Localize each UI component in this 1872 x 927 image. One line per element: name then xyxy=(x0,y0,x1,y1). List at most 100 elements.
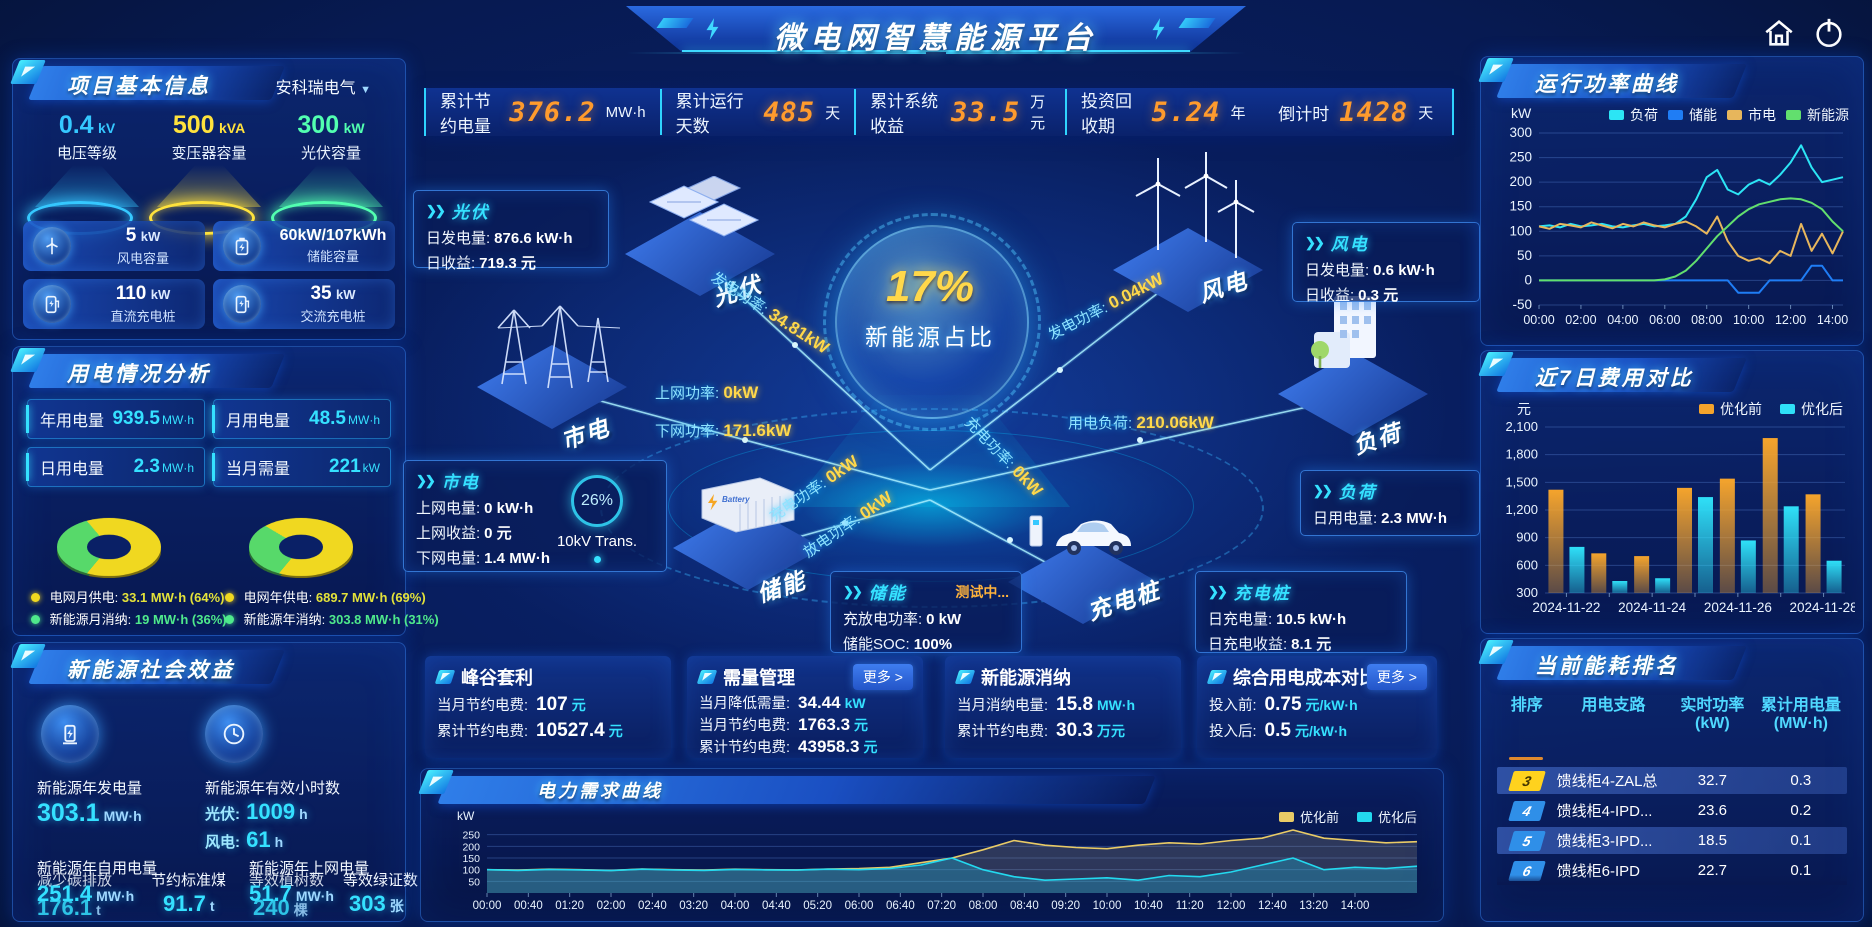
legend-dot xyxy=(31,615,40,624)
benefit-label: 等效绿证数 xyxy=(343,872,419,889)
flow-grid-up: 上网功率: 0kW xyxy=(655,383,759,402)
panel-title: 用电情况分析 xyxy=(67,363,211,386)
legend-item[interactable]: 储能 xyxy=(1668,105,1717,125)
home-button[interactable] xyxy=(1762,16,1796,50)
stat-day-usage: 日用电量 2.3 MW·h xyxy=(26,447,205,487)
status-badge: 测试中... xyxy=(955,583,1009,600)
chevron-right-icon: ❯❯ xyxy=(416,472,436,488)
chart-legend: 负荷 储能 市电 新能源 xyxy=(1609,105,1849,125)
kpi-saved-energy: 累计节约电量 376.2 MW·h xyxy=(426,89,662,136)
chevron-right-icon: ❯❯ xyxy=(426,202,446,218)
svg-text:1,200: 1,200 xyxy=(1505,502,1538,517)
node-load-platform xyxy=(1278,352,1428,436)
home-icon xyxy=(1765,20,1793,46)
svg-text:04:00: 04:00 xyxy=(1607,313,1638,327)
chevron-right-icon: ❯❯ xyxy=(1208,583,1228,599)
legend-ne-year[interactable]: 新能源年消纳: 303.8 MW·h (31%) xyxy=(225,609,439,628)
svg-text:Battery: Battery xyxy=(722,495,750,504)
new-energy-percent: 17% xyxy=(885,262,975,311)
legend-grid-month[interactable]: 电网月供电: 33.1 MW·h (64%) xyxy=(31,587,224,606)
svg-text:09:20: 09:20 xyxy=(1051,900,1080,912)
legend-item[interactable]: 优化前 xyxy=(1278,807,1339,826)
power-pylon-art xyxy=(497,305,621,389)
capacity-dc-charger: 110 kW 直流充电桩 xyxy=(23,279,205,329)
company-select[interactable]: 安科瑞电气 ▼ xyxy=(275,80,371,97)
new-energy-percent-label: 新能源占比 xyxy=(865,324,995,350)
table-row[interactable]: 5 馈线柜3-IPD... 18.5 0.1 xyxy=(1497,827,1847,854)
panel-run-power: ◤ 运行功率曲线 kW 负荷 储能 市电 新能源 300 250 200 150 100… xyxy=(1478,56,1864,346)
more-button[interactable]: 更多 > xyxy=(852,664,913,690)
svg-text:2024-11-28: 2024-11-28 xyxy=(1790,600,1855,615)
svg-text:14:00: 14:00 xyxy=(1341,900,1370,912)
panel-title: 新能源社会效益 xyxy=(67,659,235,682)
corner-icon: ◤ xyxy=(696,670,718,684)
svg-text:100: 100 xyxy=(1509,223,1532,238)
svg-text:250: 250 xyxy=(462,830,480,842)
panel-header: ◤ 电力需求曲线 xyxy=(418,770,1437,806)
svg-text:-50: -50 xyxy=(1512,297,1532,312)
svg-text:06:00: 06:00 xyxy=(845,900,874,912)
legend-item[interactable]: 新能源 xyxy=(1786,105,1849,125)
svg-text:2024-11-22: 2024-11-22 xyxy=(1532,600,1600,615)
run-power-chart: 300 250 200 150 100 50 0 -50 00:00 02:00 04:00 06:0… xyxy=(1489,125,1855,335)
clock-icon xyxy=(205,705,263,763)
benefit-value: 251.4 MW·h xyxy=(37,881,135,906)
svg-text:50: 50 xyxy=(1517,248,1532,263)
svg-text:1,500: 1,500 xyxy=(1505,474,1538,489)
svg-text:150: 150 xyxy=(1509,199,1532,214)
svg-text:08:00: 08:00 xyxy=(969,900,998,912)
legend-item[interactable]: 市电 xyxy=(1727,105,1776,125)
svg-text:150: 150 xyxy=(462,853,480,865)
benefit-label: 减少碳排放 xyxy=(37,872,113,889)
generation-icon xyxy=(41,705,99,763)
demand-chart: 250 200 150 100 50 00:00 00:40 01:20 02:00 02:40 0… xyxy=(429,819,1433,915)
legend-grid-year[interactable]: 电网年供电: 689.7 MW·h (69%) xyxy=(225,587,426,606)
panel-title: 当前能耗排名 xyxy=(1535,655,1679,678)
legend-ne-month[interactable]: 新能源月消纳: 19 MW·h (36%) xyxy=(31,609,227,628)
gauge-voltage: 0.4 kV 电压等级 xyxy=(27,111,147,235)
legend-item[interactable]: 优化前 xyxy=(1699,399,1762,419)
panel-demand-curve: ◤ 电力需求曲线 kW 优化前 优化后 250 200 150 100 50 00:00 0… xyxy=(418,768,1444,922)
corner-icon: ◤ xyxy=(954,670,976,684)
gauge-pv-capacity: 300 kW 光伏容量 xyxy=(271,111,391,235)
battery-container-art: Battery xyxy=(701,477,795,533)
legend-item[interactable]: 优化后 xyxy=(1356,807,1417,826)
chevron-right-icon: ❯❯ xyxy=(1313,482,1333,498)
legend-item[interactable]: 优化后 xyxy=(1780,399,1843,419)
svg-text:0: 0 xyxy=(1524,272,1532,287)
panel-header: ◤ 当前能耗排名 xyxy=(1478,640,1857,684)
kpi-total-income: 累计系统收益 33.5 万元 xyxy=(856,89,1068,136)
svg-text:300: 300 xyxy=(1516,585,1538,600)
gauge-transformer: 500 kVA 变压器容量 xyxy=(149,111,269,235)
svg-text:02:40: 02:40 xyxy=(638,900,667,912)
panel-header: ◤ 新能源社会效益 xyxy=(10,644,399,688)
benefit-label: 新能源年有效小时数 xyxy=(205,780,341,797)
panel-title: 近7日费用对比 xyxy=(1535,367,1694,390)
benefit-pv-hours: 光伏: 1009 h xyxy=(205,799,308,824)
kpi-countdown: 倒计时 1428 天 xyxy=(1260,89,1454,135)
kpi-payback: 投资回收期 5.24 年 xyxy=(1081,92,1246,136)
transformer-widget: 26% 10kV Trans. xyxy=(542,475,652,563)
flow-grid-down: 下网功率: 171.6kW xyxy=(655,421,792,440)
corner-icon: ◤ xyxy=(1206,670,1228,684)
more-button[interactable]: 更多 > xyxy=(1366,664,1427,690)
legend-dot xyxy=(225,615,234,624)
benefit-value: 240 棵 xyxy=(253,895,308,920)
panel-header: ◤ 运行功率曲线 xyxy=(1478,58,1857,102)
panel-social-benefit: ◤ 新能源社会效益 新能源年发电量 303.1 MW·h 新能源年有效小时数 光伏… xyxy=(10,642,418,922)
table-row[interactable]: 3 馈线柜4-ZAL总 32.7 0.3 xyxy=(1497,767,1847,794)
power-button[interactable] xyxy=(1812,16,1846,50)
table-row[interactable]: 4 馈线柜4-IPD... 23.6 0.2 xyxy=(1497,797,1847,824)
svg-text:1,800: 1,800 xyxy=(1505,447,1538,462)
legend-item[interactable]: 负荷 xyxy=(1609,105,1658,125)
svg-text:04:40: 04:40 xyxy=(762,900,791,912)
wind-turbines-art xyxy=(1135,152,1255,258)
stat-month-demand: 当月需量 221 kW xyxy=(212,447,391,487)
svg-text:08:40: 08:40 xyxy=(1010,900,1039,912)
legend-dot xyxy=(31,593,40,602)
svg-text:00:00: 00:00 xyxy=(473,900,502,912)
panel-energy-ranking: ◤ 当前能耗排名 排序 用电支路 实时功率 (kW) 累计用电量 (MW·h) 3 … xyxy=(1478,638,1864,922)
benefit-label: 新能源年自用电量 xyxy=(37,860,158,877)
node-evc-platform xyxy=(1008,540,1158,624)
ev-car-art xyxy=(1029,515,1131,555)
